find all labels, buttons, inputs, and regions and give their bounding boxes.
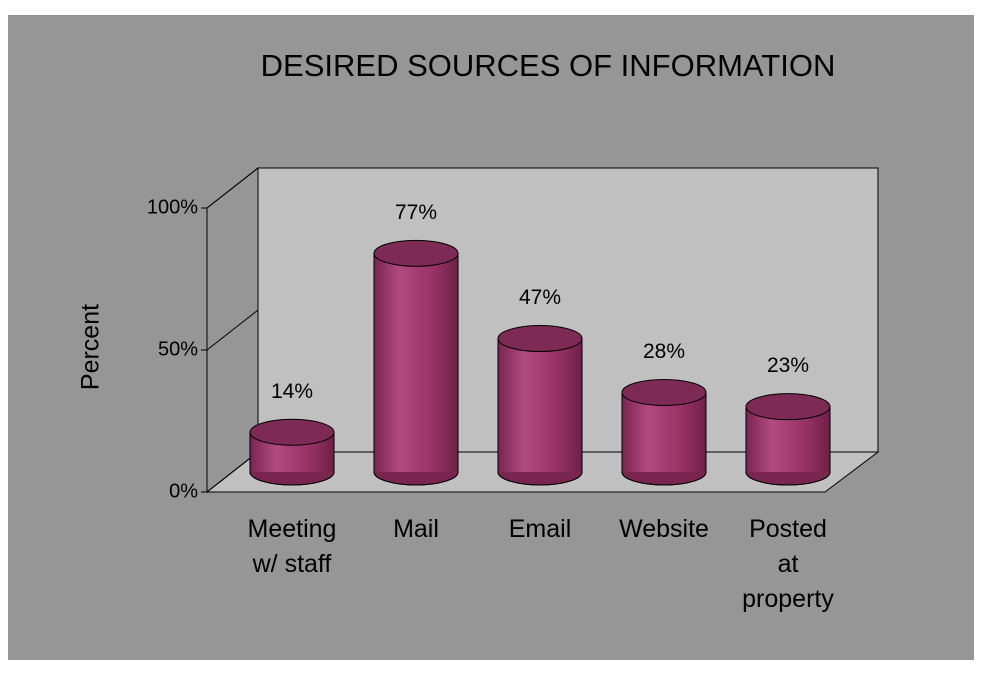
bar-bottom-edge: [497, 471, 583, 486]
value-label: 14%: [271, 380, 313, 403]
x-tick-label: Mail: [393, 515, 439, 543]
y-tick-label: 0%: [169, 480, 198, 502]
value-label: 23%: [767, 354, 809, 377]
x-tick-label: Posted at property: [742, 515, 834, 613]
x-tick-label: Email: [508, 515, 572, 543]
bar-bottom-edge: [621, 471, 707, 486]
value-label: 28%: [643, 340, 685, 363]
bar-bottom-edge: [249, 471, 335, 486]
bar-bottom-edge: [745, 471, 831, 486]
value-label: 77%: [395, 201, 437, 224]
bar-top: [745, 393, 831, 421]
bar-top: [373, 239, 459, 267]
grid-line: [206, 167, 259, 209]
bar-bottom-edge: [373, 471, 459, 486]
grid-line: [206, 309, 259, 351]
bar-body: [498, 338, 582, 472]
bar-body: [374, 253, 458, 472]
bar: [621, 378, 707, 486]
bar: [497, 325, 583, 486]
chart-title: DESIRED SOURCES OF INFORMATION: [261, 48, 836, 83]
y-tick-label: 100%: [147, 196, 198, 218]
bar: [249, 418, 335, 486]
bar: [745, 393, 831, 486]
x-tick-label: Website: [619, 515, 709, 543]
x-tick-label: Meeting w/ staff: [247, 515, 337, 578]
y-tick-label: 50%: [158, 338, 198, 360]
bar-top: [621, 378, 707, 406]
value-label: 47%: [519, 286, 561, 309]
y-axis-label: Percent: [77, 304, 105, 390]
bar: [373, 239, 459, 486]
bar-top: [497, 325, 583, 353]
bar-top: [249, 418, 335, 446]
